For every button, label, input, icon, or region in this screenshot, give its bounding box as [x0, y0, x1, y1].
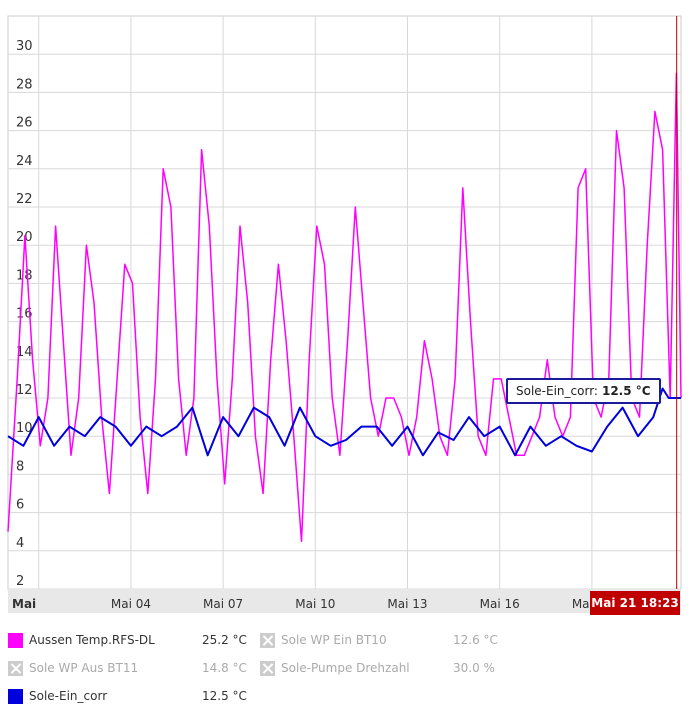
value-tooltip: Sole-Ein_corr: 12.5 °C [506, 378, 661, 404]
disabled-x-icon [260, 660, 275, 676]
legend-item-sole-wp-ein[interactable]: Sole WP Ein BT10 [260, 630, 387, 650]
legend-item-sole-ein-corr[interactable]: Sole-Ein_corr [8, 686, 107, 706]
y-tick-label: 8 [16, 459, 24, 474]
x-tick-label: Mai 16 [480, 597, 520, 611]
y-tick-label: 30 [16, 39, 33, 54]
x-tick-label: Mai 13 [387, 597, 427, 611]
legend-value: 25.2 °C [202, 633, 247, 647]
legend-value: 12.5 °C [202, 689, 247, 703]
legend-item-aussen-temp[interactable]: Aussen Temp.RFS-DL [8, 630, 155, 650]
series-line [7, 72, 682, 543]
y-tick-label: 10 [16, 421, 33, 436]
legend: Aussen Temp.RFS-DL 25.2 °C Sole WP Ein B… [0, 624, 695, 710]
legend-item-sole-wp-aus[interactable]: Sole WP Aus BT11 [8, 658, 138, 678]
x-tick-label: Mai 04 [111, 597, 151, 611]
legend-value: 30.0 % [453, 661, 495, 675]
legend-swatch [8, 688, 23, 704]
x-tick-label: Mai [12, 597, 36, 611]
tooltip-value: 12.5 °C [601, 384, 651, 398]
y-tick-label: 28 [16, 77, 33, 92]
plot-frame [7, 15, 682, 590]
legend-label: Sole-Ein_corr [29, 689, 108, 703]
legend-label: Sole WP Ein BT10 [281, 633, 387, 647]
legend-label: Sole WP Aus BT11 [29, 661, 139, 675]
y-tick-label: 14 [16, 345, 33, 360]
legend-value: 14.8 °C [202, 661, 247, 675]
tooltip-label: Sole-Ein_corr: [516, 384, 598, 398]
disabled-x-icon [260, 632, 275, 648]
y-tick-label: 26 [16, 116, 33, 131]
series-lines [7, 72, 682, 543]
grid [8, 16, 681, 590]
series-line [7, 387, 681, 457]
y-tick-label: 4 [16, 536, 24, 551]
y-tick-label: 12 [16, 383, 33, 398]
y-tick-label: 24 [16, 154, 33, 169]
y-tick-label: 18 [16, 268, 33, 283]
legend-item-sole-pumpe[interactable]: Sole-Pumpe Drehzahl [260, 658, 410, 678]
disabled-x-icon [8, 660, 23, 676]
legend-label: Sole-Pumpe Drehzahl [281, 661, 410, 675]
y-tick-label: 6 [16, 498, 24, 513]
legend-value: 12.6 °C [453, 633, 498, 647]
x-tick-label: Mai 10 [295, 597, 335, 611]
y-tick-label: 22 [16, 192, 33, 207]
legend-swatch [8, 632, 23, 648]
cursor-time-label: Mai 21 18:23 [590, 591, 680, 615]
y-tick-label: 2 [16, 574, 24, 589]
x-tick-label: Mai 07 [203, 597, 243, 611]
legend-label: Aussen Temp.RFS-DL [29, 633, 155, 647]
x-axis-bar [8, 589, 681, 613]
